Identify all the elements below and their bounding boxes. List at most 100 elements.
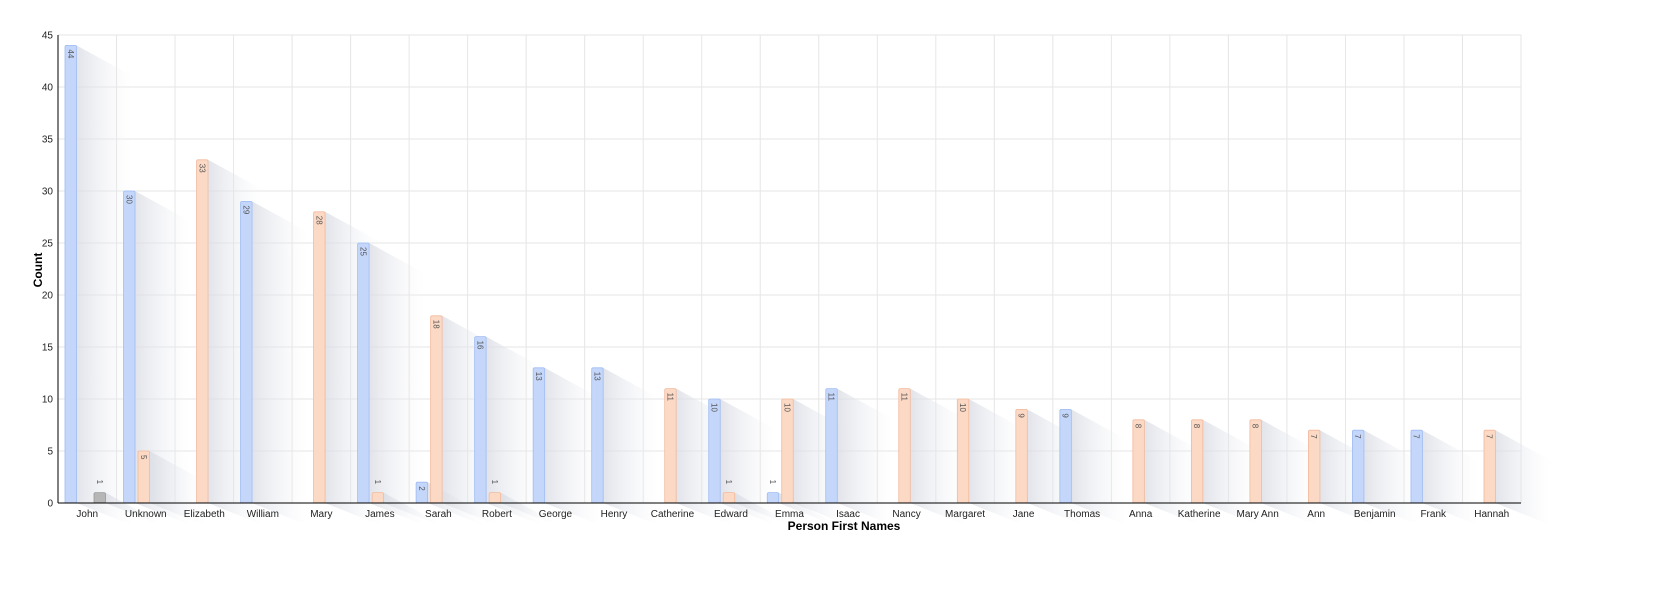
bar-john-s2[interactable]	[93, 492, 106, 504]
value-label: 8	[1251, 424, 1260, 429]
bar-katherine-s1[interactable]	[1190, 419, 1204, 504]
x-tick-label: Catherine	[651, 509, 695, 520]
bar-jane-s1[interactable]	[1015, 408, 1028, 504]
value-label: 13	[592, 372, 601, 381]
bar-shadow	[1144, 419, 1200, 525]
value-label: 1	[724, 480, 733, 485]
y-tick-label: 20	[42, 291, 54, 302]
bar-shadow	[135, 191, 191, 525]
bar-catherine-s1[interactable]	[664, 388, 677, 504]
x-tick-label: Ann	[1307, 509, 1325, 520]
bar-shadow	[603, 367, 659, 525]
bar-shadow	[1495, 430, 1551, 525]
bar-shadow	[383, 492, 439, 525]
bar-anna-s1[interactable]	[1132, 419, 1145, 504]
bar-sarah-s1[interactable]	[430, 315, 443, 504]
bar-shadow	[1422, 430, 1478, 525]
value-label: 7	[1353, 434, 1362, 439]
y-tick-label: 30	[42, 187, 54, 198]
bar-benjamin-s0[interactable]	[1352, 429, 1365, 504]
bar-robert-s1[interactable]	[488, 492, 502, 504]
x-tick-label: Nancy	[892, 509, 920, 520]
bar-shadow	[910, 388, 966, 525]
bar-shadow	[500, 492, 556, 525]
value-label: 18	[431, 320, 440, 329]
bar-william-s0[interactable]	[240, 200, 253, 504]
x-tick-label: Emma	[775, 509, 804, 520]
value-label: 7	[1412, 434, 1421, 439]
value-label: 5	[139, 455, 148, 460]
bar-elizabeth-s1[interactable]	[196, 159, 209, 504]
x-tick-labels: John Unknown Elizabeth William Mary James Sara…	[76, 509, 1509, 520]
y-tick-label: 25	[42, 239, 54, 250]
x-tick-label: Elizabeth	[184, 509, 225, 520]
bar-shadow	[544, 367, 600, 525]
bar-john-s0[interactable]	[64, 45, 77, 504]
bar-shadows	[76, 45, 1551, 526]
bar-shadow	[1071, 409, 1127, 525]
bar-shadow	[968, 399, 1024, 525]
x-tick-label: Katherine	[1178, 509, 1221, 520]
y-tick-label: 5	[47, 447, 53, 458]
bar-james-s0[interactable]	[357, 242, 370, 504]
bar-shadow	[837, 388, 893, 525]
x-tick-label: Henry	[601, 509, 628, 520]
bar-emma-s0[interactable]	[766, 492, 780, 504]
value-label: 1	[768, 480, 777, 485]
bar-shadow	[105, 492, 161, 525]
bar-robert-s0[interactable]	[474, 336, 487, 504]
bar-ann-s1[interactable]	[1308, 429, 1321, 504]
bar-george-s0[interactable]	[532, 367, 546, 504]
value-label: 11	[827, 393, 836, 402]
bar-edward-s1[interactable]	[722, 492, 736, 504]
bar-isaac-s0[interactable]	[825, 388, 838, 504]
bar-shadow	[76, 45, 132, 526]
x-tick-label: Hannah	[1474, 509, 1509, 520]
x-tick-label: Mary	[310, 509, 332, 520]
x-tick-label: Anna	[1129, 509, 1153, 520]
bar-mary-ann-s1[interactable]	[1249, 419, 1262, 504]
value-label: 10	[709, 403, 718, 412]
value-label: 16	[475, 341, 484, 350]
bar-shadow	[486, 336, 542, 525]
x-tick-label: Frank	[1420, 509, 1447, 520]
bar-emma-s1[interactable]	[781, 398, 794, 504]
bar-shadow	[1202, 419, 1258, 525]
bar-hannah-s1[interactable]	[1483, 429, 1496, 504]
bar-frank-s0[interactable]	[1410, 429, 1423, 504]
value-label: 11	[900, 393, 909, 402]
value-label: 33	[197, 164, 206, 173]
bar-shadow	[369, 243, 425, 525]
bars	[64, 45, 1496, 504]
value-label: 2	[417, 486, 426, 491]
x-tick-label: Mary Ann	[1237, 509, 1279, 520]
value-label: 9	[1061, 413, 1070, 418]
x-tick-label: Robert	[482, 509, 512, 520]
bar-unknown-s0[interactable]	[123, 190, 136, 504]
bar-shadow	[1261, 419, 1317, 525]
y-tick-label: 40	[42, 83, 54, 94]
y-tick-label: 10	[42, 395, 54, 406]
x-tick-label: George	[539, 509, 573, 520]
value-label: 44	[66, 49, 75, 58]
y-tick-label: 15	[42, 343, 54, 354]
bar-margaret-s1[interactable]	[956, 398, 970, 504]
bar-nancy-s1[interactable]	[898, 388, 911, 504]
value-label: 8	[1192, 424, 1201, 429]
bar-henry-s0[interactable]	[591, 367, 604, 504]
value-label: 11	[665, 393, 674, 402]
value-label: 25	[358, 247, 367, 256]
bar-edward-s0[interactable]	[708, 398, 721, 504]
bar-james-s1[interactable]	[371, 492, 385, 504]
bar-thomas-s0[interactable]	[1059, 408, 1072, 504]
value-label: 10	[958, 403, 967, 412]
value-label: 29	[241, 205, 250, 214]
value-label: 1	[373, 480, 382, 485]
y-tick-label: 0	[47, 499, 53, 510]
x-tick-label: Isaac	[836, 509, 860, 520]
bar-shadow	[1363, 430, 1419, 525]
value-label: 8	[1134, 424, 1143, 429]
bar-mary-s1[interactable]	[313, 211, 326, 504]
y-tick-label: 45	[42, 31, 54, 42]
